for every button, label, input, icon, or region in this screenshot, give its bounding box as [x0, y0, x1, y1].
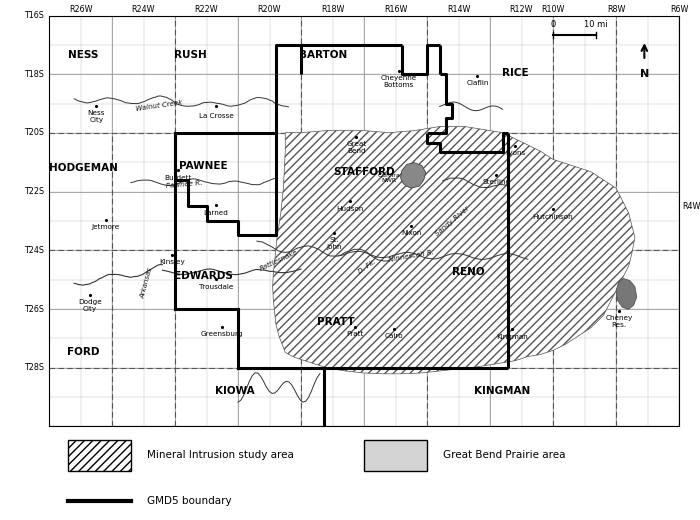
Polygon shape	[400, 163, 426, 188]
Text: R16W: R16W	[384, 5, 407, 14]
Text: Larned: Larned	[204, 210, 228, 216]
Text: Pratt: Pratt	[346, 331, 363, 337]
Text: R26W: R26W	[69, 5, 92, 14]
Text: Great
Bend: Great Bend	[346, 140, 367, 153]
Text: Jetmore: Jetmore	[92, 224, 120, 230]
Text: STAFFORD: STAFFORD	[333, 167, 395, 177]
Text: 0: 0	[550, 20, 556, 29]
Text: Claflin: Claflin	[466, 81, 489, 86]
Text: D. Fk.: D. Fk.	[357, 258, 377, 275]
Text: R12W: R12W	[510, 5, 533, 14]
Text: BARTON: BARTON	[299, 49, 347, 60]
Text: Cairo: Cairo	[385, 333, 404, 339]
Text: R14W: R14W	[447, 5, 470, 14]
Text: N: N	[640, 69, 649, 79]
Text: RENO: RENO	[452, 267, 484, 277]
Text: Dodge
City: Dodge City	[78, 298, 102, 311]
Text: RICE: RICE	[502, 68, 528, 78]
Bar	[364, 439, 427, 471]
Text: T18S: T18S	[24, 70, 44, 79]
Text: Walnut Creek: Walnut Creek	[136, 100, 183, 112]
Text: R6W: R6W	[670, 5, 688, 14]
Text: NESS: NESS	[69, 49, 99, 60]
Text: T20S: T20S	[24, 128, 44, 137]
Text: Mineral Intrusion study area: Mineral Intrusion study area	[147, 450, 293, 461]
Polygon shape	[616, 279, 637, 309]
Text: La Crosse: La Crosse	[199, 113, 233, 119]
Text: Greensburg: Greensburg	[201, 331, 244, 337]
Text: Arkansas: Arkansas	[139, 267, 154, 300]
Text: Sterling: Sterling	[482, 179, 510, 185]
Text: T26S: T26S	[24, 305, 44, 314]
Text: T16S: T16S	[24, 11, 44, 20]
Text: KIOWA: KIOWA	[215, 386, 255, 396]
Polygon shape	[272, 126, 635, 374]
Text: Hutchinson: Hutchinson	[533, 214, 573, 220]
Text: T24S: T24S	[24, 246, 44, 255]
Text: NWR: NWR	[382, 178, 397, 183]
Text: R20W: R20W	[258, 5, 281, 14]
Polygon shape	[272, 126, 635, 374]
Text: Ness
City: Ness City	[88, 110, 105, 123]
Text: Rattlesnake: Rattlesnake	[259, 249, 299, 271]
Text: R8W: R8W	[607, 5, 625, 14]
Text: R22W: R22W	[195, 5, 218, 14]
Text: R10W: R10W	[541, 5, 565, 14]
Text: Quivira: Quivira	[378, 173, 400, 177]
Text: Burdett: Burdett	[164, 175, 192, 181]
Text: Cheyenne
Bottoms: Cheyenne Bottoms	[381, 75, 416, 88]
Bar	[68, 439, 131, 471]
Text: Cheney
Res.: Cheney Res.	[606, 315, 633, 328]
Text: Hudson: Hudson	[337, 206, 364, 212]
Text: 10 mi: 10 mi	[584, 20, 608, 29]
Text: T28S: T28S	[24, 363, 44, 372]
Text: PRATT: PRATT	[317, 317, 354, 327]
Text: Great Bend Prairie area: Great Bend Prairie area	[442, 450, 566, 461]
Text: FORD: FORD	[67, 347, 100, 357]
Text: GMD5 boundary: GMD5 boundary	[147, 496, 231, 505]
Text: HODGEMAN: HODGEMAN	[49, 163, 118, 173]
Text: Lyons: Lyons	[505, 150, 525, 156]
Text: T22S: T22S	[24, 187, 44, 196]
Text: Kinsley: Kinsley	[159, 259, 185, 265]
Text: Nixon: Nixon	[401, 230, 421, 236]
Text: Trousdale: Trousdale	[199, 284, 233, 290]
Text: Kingman: Kingman	[496, 334, 528, 340]
Text: Pawnee R.: Pawnee R.	[166, 179, 203, 189]
Text: RUSH: RUSH	[174, 49, 207, 60]
Text: PAWNEE: PAWNEE	[179, 161, 228, 171]
Text: St.
John: St. John	[327, 237, 342, 250]
Text: R24W: R24W	[132, 5, 155, 14]
Text: R4W: R4W	[682, 202, 700, 211]
Text: EDWARDS: EDWARDS	[174, 271, 233, 281]
Text: Sandy River: Sandy River	[434, 205, 470, 237]
Text: KINGMAN: KINGMAN	[475, 386, 531, 396]
Text: Ninnescah R.: Ninnescah R.	[388, 249, 435, 263]
Text: R18W: R18W	[321, 5, 344, 14]
